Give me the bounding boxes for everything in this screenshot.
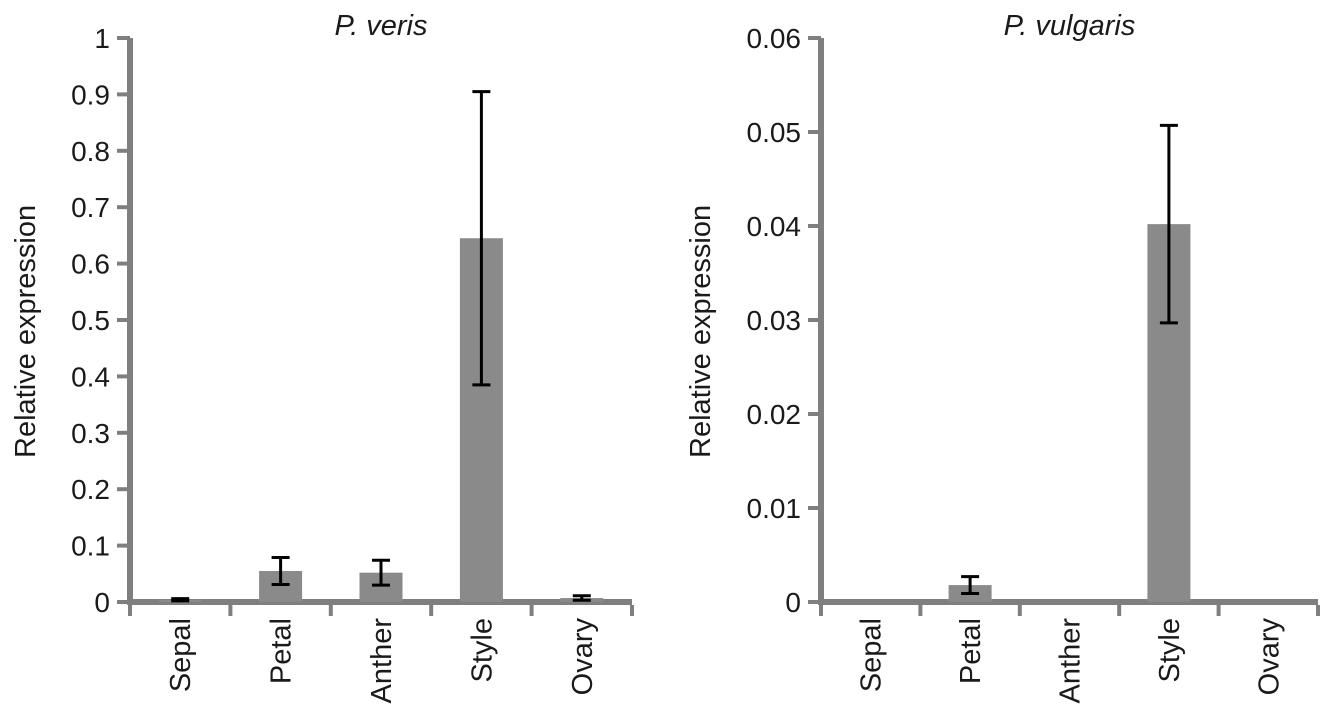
x-category-label-anther: Anther [1055,618,1087,704]
y-tick-label: 0.8 [71,136,110,167]
y-tick-label: 0.06 [747,23,802,54]
chart-title: P. vulgaris [1003,10,1136,42]
y-tick-label: 0.6 [71,249,110,280]
x-category-label-ovary: Ovary [1253,618,1285,696]
y-tick-label: 0.4 [71,361,110,392]
x-category-label-petal: Petal [266,618,298,684]
y-tick-label: 0.04 [747,211,802,242]
y-tick-label: 0.9 [71,79,110,110]
y-tick-label: 0.03 [747,305,802,336]
x-category-label-petal: Petal [955,618,987,684]
y-tick-label: 0.05 [747,117,802,148]
chart-p-vulgaris: P. vulgaris Relative expression 0 0.01 0.0… [661,0,1323,721]
chart-title: P. veris [334,10,428,42]
plot-area: 0 0.1 0.2 0.3 0.4 0.5 0.6 0.7 0.8 0.9 1 Sepal Petal A… [71,23,634,704]
y-tick-label: 0 [94,587,110,618]
y-tick-label: 0 [785,587,801,618]
x-category-label-ovary: Ovary [567,618,599,696]
y-tick-label: 0.2 [71,474,110,505]
plot-area: 0 0.01 0.02 0.03 0.04 0.05 0.06 Sepal Petal Anthe… [747,23,1320,704]
x-category-label-anther: Anther [366,618,398,704]
y-tick-label: 1 [94,23,110,54]
y-tick-label: 0.01 [747,493,802,524]
x-category-label-sepal: Sepal [856,618,888,692]
x-category-label-style: Style [1154,618,1186,682]
chart-p-veris: P. veris Relative expression 0 0.1 0.2 0.3 0… [0,0,661,721]
y-tick-label: 0.5 [71,305,110,336]
y-tick-label: 0.02 [747,399,802,430]
y-tick-label: 0.1 [71,531,110,562]
x-category-label-sepal: Sepal [165,618,197,692]
x-category-label-style: Style [466,618,498,682]
y-tick-label: 0.7 [71,192,110,223]
y-tick-label: 0.3 [71,418,110,449]
